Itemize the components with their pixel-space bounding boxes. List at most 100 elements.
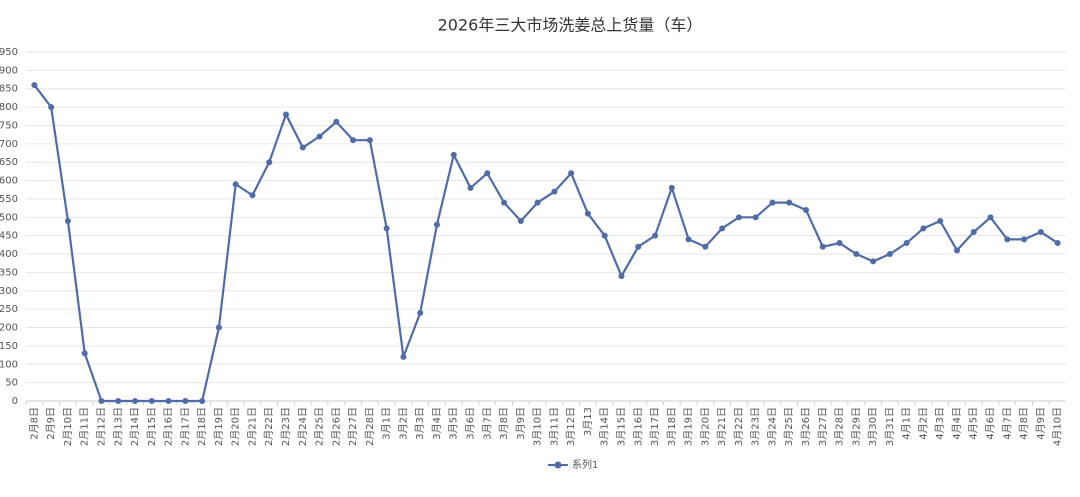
data-point	[417, 309, 424, 316]
data-point	[551, 188, 558, 195]
x-tick-label: 3月22日	[733, 407, 745, 446]
data-point	[953, 247, 960, 254]
data-point	[601, 232, 608, 239]
data-point	[299, 144, 306, 151]
x-tick-label: 2月28日	[364, 407, 376, 446]
x-tick-label: 3月31日	[884, 407, 896, 446]
y-tick-label: 300	[0, 286, 18, 297]
data-point	[685, 236, 692, 243]
data-point	[937, 217, 944, 224]
y-tick-label: 550	[0, 194, 18, 205]
x-tick-label: 3月29日	[850, 407, 862, 446]
data-point	[970, 229, 977, 236]
data-point	[1004, 236, 1011, 243]
x-tick-label: 3月4日	[431, 407, 443, 440]
x-tick-label: 2月22日	[263, 407, 275, 446]
y-tick-label: 200	[0, 323, 18, 334]
data-point	[48, 104, 55, 111]
data-point	[316, 133, 323, 140]
data-point	[115, 398, 122, 404]
legend-marker	[554, 461, 562, 469]
data-point	[98, 398, 105, 404]
data-point	[702, 243, 709, 250]
data-point	[752, 214, 759, 221]
x-tick-label: 4月10日	[1052, 407, 1064, 446]
x-tick-label: 2月19日	[213, 407, 225, 446]
x-tick-label: 2月23日	[280, 407, 292, 446]
data-point	[467, 184, 474, 191]
y-tick-label: 850	[0, 84, 18, 95]
data-point	[249, 192, 256, 199]
x-tick-label: 2月26日	[330, 407, 342, 446]
x-tick-label: 2月11日	[79, 407, 91, 446]
data-point	[283, 111, 289, 118]
y-tick-label: 350	[0, 267, 18, 278]
x-tick-label: 2月21日	[246, 407, 258, 446]
y-tick-label: 450	[0, 231, 18, 242]
data-point	[735, 214, 742, 221]
data-point	[786, 199, 793, 206]
x-tick-label: 3月9日	[515, 407, 527, 440]
data-point	[886, 251, 893, 258]
x-tick-label: 3月11日	[548, 407, 560, 446]
x-tick-label: 3月2日	[397, 407, 409, 440]
x-tick-label: 3月1日	[381, 407, 393, 440]
x-tick-label: 3月26日	[800, 407, 812, 446]
x-tick-label: 2月8日	[28, 407, 40, 440]
data-point	[635, 243, 642, 250]
data-point	[132, 398, 139, 404]
x-tick-label: 3月12日	[565, 407, 577, 446]
x-tick-label: 2月17日	[179, 407, 191, 446]
data-point	[215, 324, 222, 331]
data-point	[819, 243, 826, 250]
x-tick-label: 3月13	[582, 407, 594, 436]
data-point	[668, 184, 675, 191]
x-tick-label: 3月6日	[465, 407, 477, 440]
data-point	[400, 353, 407, 360]
data-point	[903, 240, 910, 247]
x-tick-label: 2月13日	[112, 407, 124, 446]
data-point	[266, 159, 273, 166]
x-tick-label: 3月28日	[834, 407, 846, 446]
data-point	[1054, 240, 1061, 247]
data-point	[165, 398, 172, 404]
x-tick-label: 4月7日	[1001, 407, 1013, 440]
x-tick-label: 3月20日	[699, 407, 711, 446]
legend-label: 系列1	[572, 458, 598, 471]
data-point	[450, 151, 457, 158]
x-tick-label: 4月9日	[1035, 407, 1047, 440]
x-tick-label: 2月16日	[163, 407, 175, 446]
data-point	[836, 240, 843, 247]
x-tick-label: 2月10日	[62, 407, 74, 446]
x-tick-label: 4月1日	[901, 407, 913, 440]
x-tick-label: 2月14日	[129, 407, 141, 446]
x-tick-label: 4月5日	[968, 407, 980, 440]
data-point	[31, 82, 38, 89]
data-point	[333, 118, 340, 125]
x-tick-label: 3月14日	[599, 407, 611, 446]
y-tick-label: 400	[0, 249, 18, 260]
data-point	[920, 225, 927, 232]
y-tick-label: 250	[0, 304, 18, 315]
y-tick-label: 600	[0, 176, 18, 187]
data-point	[148, 398, 155, 404]
x-tick-label: 2月18日	[196, 407, 208, 446]
data-point	[719, 225, 726, 232]
x-tick-label: 3月21日	[716, 407, 728, 446]
y-tick-label: 0	[12, 396, 18, 407]
x-tick-label: 4月3日	[934, 407, 946, 440]
x-tick-label: 3月10日	[532, 407, 544, 446]
data-point	[433, 221, 440, 228]
y-tick-label: 150	[0, 341, 18, 352]
data-point	[584, 210, 591, 217]
data-point	[568, 170, 575, 177]
y-tick-label: 500	[0, 212, 18, 223]
x-tick-label: 2月15日	[146, 407, 158, 446]
data-point	[501, 199, 508, 206]
x-tick-label: 3月7日	[481, 407, 493, 440]
x-tick-label: 3月18日	[666, 407, 678, 446]
data-point	[618, 273, 625, 280]
x-tick-label: 3月15日	[615, 407, 627, 446]
data-point	[350, 137, 357, 144]
